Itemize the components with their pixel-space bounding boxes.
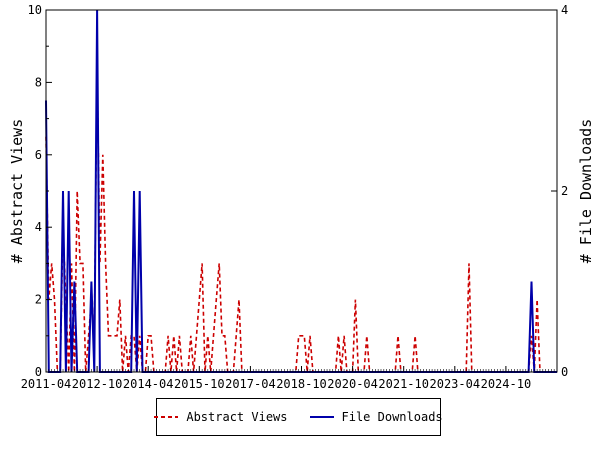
legend: Abstract Views File Downloads [154,398,443,436]
x-tick-label: 2023-04 [430,377,481,391]
legend-swatch-file-downloads [309,416,334,418]
legend-label-file-downloads: File Downloads [341,410,443,424]
legend-item-file-downloads: File Downloads [309,410,443,424]
y-left-tick-label: 6 [35,148,42,162]
y-left-tick-label: 4 [35,220,42,234]
legend-swatch-abstract-views [154,416,179,418]
plot-frame [45,9,558,373]
series-line-file-downloads [45,9,557,373]
x-tick-label: 2014-04 [123,377,174,391]
series-layer [45,9,557,373]
y-left-tick-label: 8 [35,75,42,89]
x-tick-label: 2024-10 [481,377,532,391]
x-tick-label: 2017-04 [225,377,276,391]
y-right-tick-label: 4 [561,3,568,17]
y-right-tick-label: 2 [561,184,568,198]
y-left-tick-label: 0 [35,365,42,379]
x-tick-label: 2020-04 [327,377,378,391]
y-left-tick-label: 10 [28,3,42,17]
x-tick-label: 2015-10 [174,377,225,391]
series-line-abstract-views [45,64,557,373]
legend-item-abstract-views: Abstract Views [154,410,288,424]
x-tick-label: 2011-04 [21,377,72,391]
y-left-tick-label: 2 [35,293,42,307]
x-tick-label: 2018-10 [276,377,327,391]
y-right-tick-label: 0 [561,365,568,379]
y-right-axis-title: # File Downloads [577,119,595,264]
y-left-axis-title: # Abstract Views [8,119,26,264]
x-tick-label: 2021-10 [378,377,429,391]
legend-label-abstract-views: Abstract Views [186,410,288,424]
x-tick-label: 2012-10 [72,377,123,391]
